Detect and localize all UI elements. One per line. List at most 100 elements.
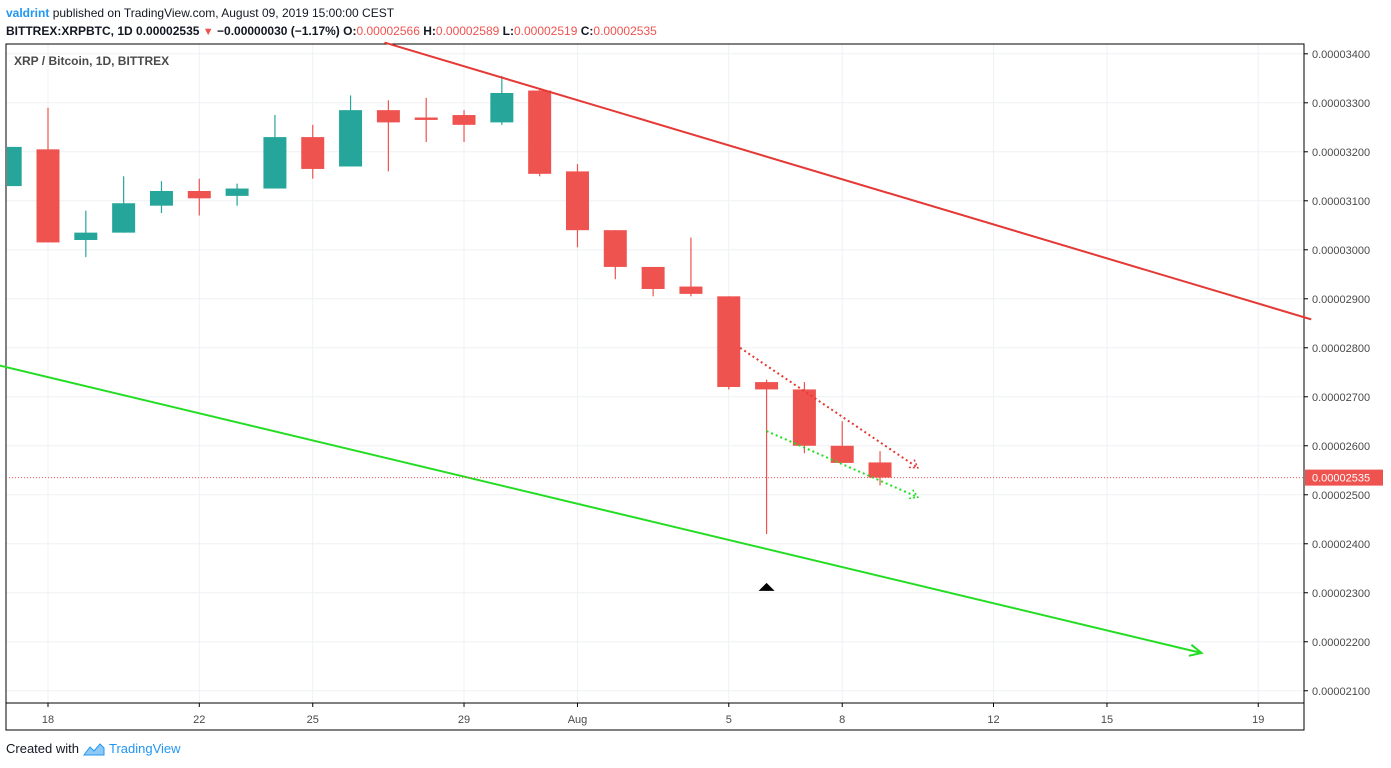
bearish-candle — [830, 421, 854, 463]
y-tick-label: 0.00002100 — [1312, 686, 1370, 698]
candle-body — [830, 445, 854, 463]
bearish-candle — [868, 451, 892, 486]
y-tick-label: 0.00002700 — [1312, 392, 1370, 404]
candle-body — [112, 203, 136, 233]
bearish-candle — [414, 97, 438, 142]
candle-body — [7, 146, 22, 187]
down-arrow-icon: ▼ — [202, 26, 214, 38]
resistance-line — [384, 41, 1312, 321]
candle-body — [376, 110, 400, 123]
candle-body — [490, 92, 514, 123]
current-price: 0.00002535 — [136, 24, 200, 38]
bearish-candle — [565, 164, 589, 248]
candle-body — [755, 382, 779, 390]
support-arrowhead — [1188, 644, 1204, 657]
support-line — [0, 364, 1202, 654]
candle-body — [149, 190, 173, 206]
x-tick-label: 8 — [839, 714, 845, 726]
trendlines — [0, 41, 1312, 657]
bearish-candle — [603, 230, 627, 280]
y-tick-label: 0.00003000 — [1312, 245, 1370, 257]
footer: Created with TradingView — [6, 741, 181, 756]
candles — [7, 75, 892, 534]
x-tick-label: 5 — [726, 714, 732, 726]
bearish-candle — [36, 107, 60, 243]
y-tick-label: 0.00003300 — [1312, 98, 1370, 110]
y-tick-label: 0.00002400 — [1312, 539, 1370, 551]
candle-body — [717, 296, 741, 387]
bearish-candle — [755, 379, 779, 534]
y-tick-label: 0.00003200 — [1312, 147, 1370, 159]
last-price-label: 0.00002535 — [1312, 473, 1370, 485]
y-tick-label: 0.00002900 — [1312, 294, 1370, 306]
x-tick-label: 22 — [193, 714, 205, 726]
triangle-marker-icon — [758, 582, 775, 591]
bearish-candle — [792, 382, 816, 454]
bearish-candle — [187, 178, 211, 216]
candle-body — [603, 230, 627, 267]
close-value: 0.00002535 — [593, 24, 657, 38]
candle-body — [414, 117, 438, 120]
published-text: published on TradingView.com, August 09,… — [52, 6, 395, 20]
candle-body — [225, 188, 249, 196]
last-price-badge — [1305, 469, 1383, 486]
candle-body — [565, 171, 589, 231]
bullish-candle — [263, 115, 287, 189]
bullish-candle — [225, 183, 249, 206]
x-tick-label: 29 — [458, 714, 470, 726]
price-change: −0.00000030 (−1.17%) — [217, 24, 340, 38]
plot-border — [5, 43, 1305, 731]
ohlc-line: BITTREX:XRPBTC, 1D 0.00002535 ▼ −0.00000… — [6, 22, 657, 40]
x-axis: 18 22 25 29 Aug 5 8 12 15 19 — [42, 703, 1264, 726]
bullish-candle — [112, 176, 136, 233]
author-link[interactable]: valdrint — [6, 6, 50, 20]
x-tick-label: 25 — [307, 714, 319, 726]
short-resistance-line — [739, 346, 919, 469]
candle-body — [74, 232, 98, 240]
x-tick-label: 15 — [1101, 714, 1113, 726]
chart-title: XRP / Bitcoin, 1D, BITTREX — [14, 54, 169, 68]
open-label: O: — [343, 24, 357, 38]
y-tick-label: 0.00002300 — [1312, 588, 1370, 600]
candle-body — [679, 286, 703, 294]
created-with-text: Created with — [6, 741, 79, 756]
candle-body — [868, 462, 892, 478]
bullish-candle — [339, 95, 363, 167]
bearish-candle — [717, 296, 741, 390]
high-label: H: — [423, 24, 436, 38]
candle-body — [36, 149, 60, 243]
tradingview-brand[interactable]: TradingView — [108, 741, 181, 756]
publish-line: valdrint published on TradingView.com, A… — [6, 4, 657, 22]
open-value: 0.00002566 — [356, 24, 420, 38]
grid — [6, 44, 1304, 703]
symbol-label: BITTREX:XRPBTC, 1D — [6, 24, 133, 38]
low-value: 0.00002519 — [513, 24, 578, 38]
candle-body — [301, 137, 325, 169]
bearish-candle — [452, 110, 476, 142]
candle-body — [641, 266, 665, 289]
bearish-candle — [528, 88, 552, 177]
bearish-candle — [641, 266, 665, 297]
y-tick-label: 0.00002200 — [1312, 637, 1370, 649]
y-tick-label: 0.00003400 — [1312, 49, 1370, 61]
bullish-candle — [74, 210, 98, 258]
y-axis: 0.00002100 0.00002200 0.00002300 0.00002400… — [1304, 49, 1383, 698]
y-tick-label: 0.00003100 — [1312, 196, 1370, 208]
bearish-candle — [376, 100, 400, 172]
close-label: C: — [580, 24, 594, 38]
bullish-candle — [149, 181, 173, 214]
y-tick-label: 0.00002600 — [1312, 441, 1370, 453]
candle-body — [187, 190, 211, 199]
x-tick-label: Aug — [568, 714, 588, 726]
bullish-candle — [7, 146, 22, 187]
high-value: 0.00002589 — [435, 24, 500, 38]
x-tick-label: 18 — [42, 714, 54, 726]
bullish-candle — [490, 75, 514, 125]
short-support-arrowhead — [908, 489, 920, 500]
bearish-candle — [301, 124, 325, 179]
y-tick-label: 0.00002800 — [1312, 343, 1370, 355]
x-tick-label: 12 — [987, 714, 999, 726]
candle-body — [528, 90, 552, 174]
tradingview-logo-icon — [82, 742, 105, 755]
